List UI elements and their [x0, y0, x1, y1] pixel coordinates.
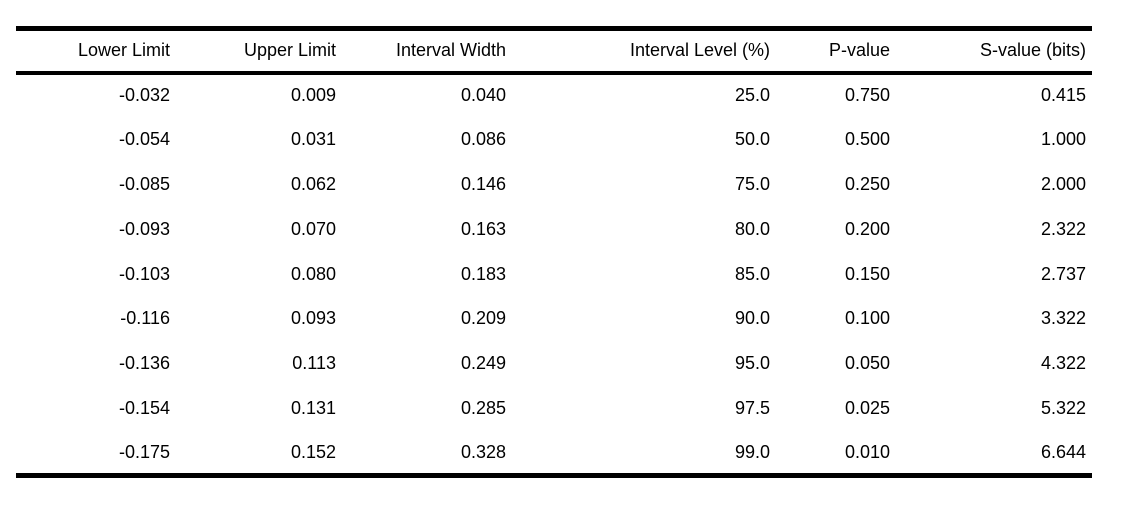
- table-cell: -0.032: [118, 85, 170, 106]
- table-cell: 4.322: [1040, 353, 1086, 374]
- table-header: Lower Limit Upper Limit Interval Width Inte…: [16, 29, 1092, 73]
- column-header: S-value (bits): [979, 40, 1086, 61]
- table-cell: 0.010: [844, 441, 890, 462]
- table-row: -0.116 0.093 0.209 90.0 0.100 3.322: [16, 296, 1092, 341]
- table-cell: 0.050: [844, 353, 890, 374]
- table-row: -0.032 0.009 0.040 25.0 0.750 0.415: [16, 73, 1092, 118]
- table-cell: 0.031: [290, 129, 336, 150]
- table-cell: 0.150: [844, 263, 890, 284]
- table-cell: 6.644: [1040, 441, 1086, 462]
- table-cell: 95.0: [734, 353, 770, 374]
- table-cell: 0.249: [460, 353, 506, 374]
- table-cell: 0.209: [460, 308, 506, 329]
- table-cell: 0.062: [290, 173, 336, 194]
- table-cell: 99.0: [734, 441, 770, 462]
- table-cell: 25.0: [734, 85, 770, 106]
- table-cell: 0.200: [844, 218, 890, 239]
- table-cell: 97.5: [734, 397, 770, 418]
- column-header: Lower Limit: [77, 40, 170, 61]
- table-cell: 0.415: [1040, 85, 1086, 106]
- table-header-row: Lower Limit Upper Limit Interval Width Inte…: [16, 29, 1092, 73]
- table-cell: 75.0: [734, 173, 770, 194]
- table-cell: 0.086: [460, 129, 506, 150]
- column-header: Upper Limit: [243, 40, 336, 61]
- table-cell: 5.322: [1040, 397, 1086, 418]
- table-cell: -0.054: [118, 129, 170, 150]
- table-cell: 0.750: [844, 85, 890, 106]
- consonance-intervals-table: Lower Limit Upper Limit Interval Width Inte…: [16, 26, 1092, 479]
- table-row: -0.175 0.152 0.328 99.0 0.010 6.644: [16, 431, 1092, 476]
- table-cell: 0.080: [290, 263, 336, 284]
- table-cell: 0.070: [290, 218, 336, 239]
- table-cell: -0.175: [118, 441, 170, 462]
- column-header: Interval Level (%): [629, 40, 770, 61]
- table-row: -0.054 0.031 0.086 50.0 0.500 1.000: [16, 117, 1092, 162]
- table-cell: -0.116: [120, 308, 170, 329]
- table-cell: 0.328: [460, 441, 506, 462]
- table-cell: -0.154: [118, 397, 170, 418]
- table-cell: 0.040: [460, 85, 506, 106]
- table-cell: 0.025: [844, 397, 890, 418]
- table-cell: 85.0: [734, 263, 770, 284]
- table-cell: 2.000: [1040, 173, 1086, 194]
- table-cell: -0.136: [118, 353, 170, 374]
- table-cell: 2.322: [1040, 218, 1086, 239]
- column-header: P-value: [828, 40, 890, 61]
- column-header: Interval Width: [395, 40, 506, 61]
- table-cell: 0.500: [844, 129, 890, 150]
- table-cell: 2.737: [1040, 263, 1086, 284]
- table-cell: 0.183: [460, 263, 506, 284]
- table-cell: 0.285: [460, 397, 506, 418]
- table-cell: 0.009: [290, 85, 336, 106]
- table-cell: 50.0: [734, 129, 770, 150]
- table-cell: 0.250: [844, 173, 890, 194]
- table-row: -0.136 0.113 0.249 95.0 0.050 4.322: [16, 341, 1092, 386]
- table-cell: -0.085: [118, 173, 170, 194]
- table-cell: 0.146: [460, 173, 506, 194]
- table-cell: 80.0: [734, 218, 770, 239]
- table-cell: -0.093: [118, 218, 170, 239]
- table-cell: 0.093: [290, 308, 336, 329]
- table-cell: 0.152: [290, 441, 336, 462]
- table-row: -0.093 0.070 0.163 80.0 0.200 2.322: [16, 207, 1092, 252]
- table-row: -0.085 0.062 0.146 75.0 0.250 2.000: [16, 162, 1092, 207]
- table-body: -0.032 0.009 0.040 25.0 0.750 0.415 -0.054 0.03…: [16, 73, 1092, 476]
- table-cell: 0.131: [290, 397, 336, 418]
- table-row: -0.103 0.080 0.183 85.0 0.150 2.737: [16, 252, 1092, 297]
- table-cell: 1.000: [1040, 129, 1086, 150]
- table-cell: -0.103: [118, 263, 170, 284]
- table-cell: 0.100: [844, 308, 890, 329]
- table-cell: 3.322: [1040, 308, 1086, 329]
- table-cell: 0.163: [460, 218, 506, 239]
- table-row: -0.154 0.131 0.285 97.5 0.025 5.322: [16, 386, 1092, 431]
- table-cell: 0.113: [292, 353, 336, 374]
- table-cell: 90.0: [734, 308, 770, 329]
